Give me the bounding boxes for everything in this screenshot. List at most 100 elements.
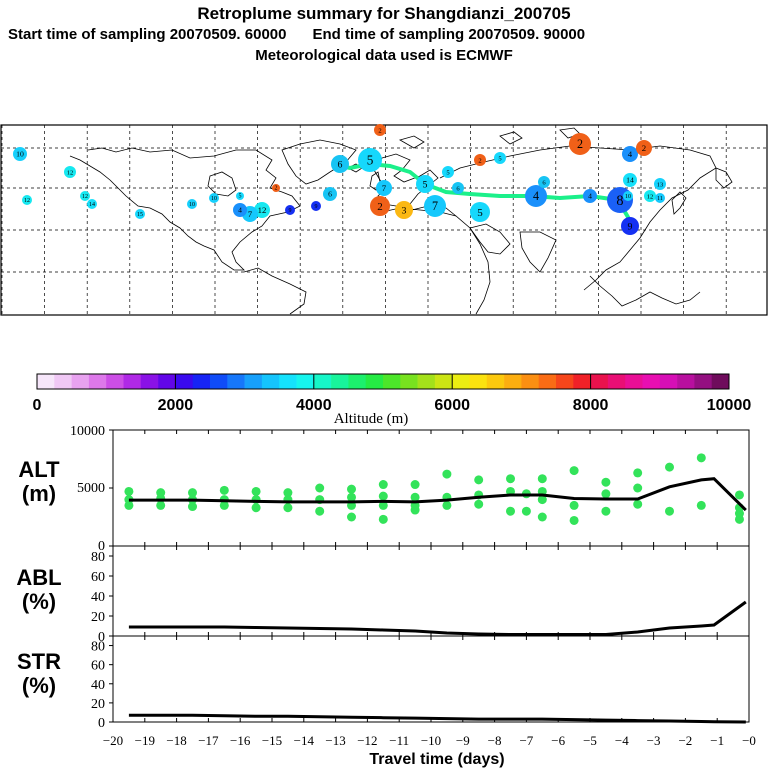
alt-data-point (124, 486, 134, 496)
met-data-label: Meteorological data used is ECMWF (255, 47, 513, 64)
map-marker-dot (135, 209, 145, 219)
str-panel-frame (112, 635, 750, 723)
colorbar-swatch (694, 374, 712, 389)
colorbar-swatch (417, 374, 436, 389)
map-marker: 14 (623, 173, 637, 187)
colorbar-tick-label: 10000 (707, 397, 752, 414)
alt-data-point (537, 512, 547, 522)
colorbar-tick-label: 4000 (296, 397, 332, 414)
x-tick-label: −4 (615, 733, 629, 748)
colorbar-swatch (521, 374, 539, 389)
alt-data-point (283, 503, 293, 513)
alt-data-point (188, 502, 197, 512)
alt-data-point (251, 486, 261, 496)
map-marker-label: 15 (137, 212, 143, 218)
colorbar-swatch (711, 374, 730, 389)
map-marker: 10 (209, 193, 219, 203)
colorbar-swatch (261, 374, 280, 389)
colorbar-swatch (175, 374, 193, 389)
colorbar-swatch (469, 374, 488, 389)
x-tick-label: −8 (488, 733, 502, 748)
alt-data-point (315, 506, 325, 516)
x-tick-label: −18 (166, 733, 186, 748)
alt-data-point (347, 512, 356, 522)
x-tick-label: −14 (294, 733, 315, 748)
map-frame (0, 124, 768, 316)
map-marker-label: 4 (628, 149, 633, 159)
alt-data-point (601, 506, 611, 516)
map-marker: 5 (358, 148, 382, 172)
map-marker-dot (623, 191, 633, 201)
map-marker-label: 8 (616, 193, 623, 209)
map-marker: 5 (442, 166, 454, 178)
coast-north-america (69, 147, 301, 271)
map-marker-label: 12 (258, 205, 267, 215)
map-marker-label: 4 (533, 189, 539, 203)
alt-ylabel-line1: ALT (18, 457, 60, 482)
abl-y-tick-label: 80 (91, 550, 105, 565)
map-marker: 3 (395, 201, 413, 219)
map-marker-label: 5 (498, 155, 502, 162)
x-axis-ticks: −20 −19 −18 −17 −16 −15 −14 −13 −12 −11 −10 −9 −8 −7 −… (103, 733, 756, 748)
x-tick-label: −13 (325, 733, 345, 748)
map-marker-label: 2 (577, 137, 583, 151)
map-marker-label: 13 (657, 181, 664, 188)
chart-title: Retroplume summary for Shangdianzi_20070… (197, 4, 571, 23)
map-marker: 2 (474, 154, 486, 166)
alt-data-point (696, 453, 706, 463)
map-marker-label: 2 (377, 201, 383, 213)
alt-data-point (734, 490, 744, 500)
colorbar-tick-label: 2000 (158, 397, 194, 414)
alt-data-point (521, 506, 531, 516)
map-marker-dot (538, 176, 550, 188)
alt-data-point (569, 500, 579, 510)
x-tick-label: −11 (389, 733, 409, 748)
map-marker-label: 10 (189, 202, 195, 208)
map-marker-dot (87, 199, 97, 209)
alt-y-tick-label: 0 (98, 539, 105, 554)
map-marker-dot (424, 195, 446, 217)
map-marker: 4 (525, 185, 547, 207)
map-marker-label: 10 (211, 196, 217, 202)
map-marker-label: 5 (239, 194, 242, 200)
colorbar-swatch (365, 374, 384, 389)
colorbar-swatch (348, 374, 366, 389)
map-marker-dot (376, 180, 392, 196)
colorbar-swatch (607, 374, 626, 389)
map-marker-label: 12 (82, 194, 88, 200)
map-marker-label: 6 (542, 179, 546, 186)
coast-japan (671, 191, 687, 215)
map-marker-dot (358, 148, 382, 172)
str-y-tick-label: 40 (91, 678, 105, 693)
colorbar-tick-label: 8000 (573, 397, 609, 414)
alt-data-point (601, 477, 611, 487)
alt-panel: 10000 5000 0 (70, 424, 750, 554)
map-marker-label: 9 (289, 208, 292, 214)
map-marker: 5 (494, 152, 506, 164)
map-marker-dot (13, 147, 27, 161)
map-marker: 15 (135, 209, 145, 219)
colorbar-swatch (331, 374, 349, 389)
map-marker-dot (285, 205, 295, 215)
alt-data-point (537, 495, 547, 505)
map-marker-dot (374, 124, 386, 136)
coast-india (519, 231, 557, 273)
alt-data-point (347, 484, 356, 494)
map-marker-dot (494, 152, 506, 164)
map-marker-dot (209, 193, 219, 203)
alt-data-point (696, 500, 706, 510)
map-marker: 5 (470, 202, 490, 222)
map-marker-label: 7 (432, 199, 438, 213)
map-marker: 4 (233, 203, 247, 217)
map-marker-label: 6 (456, 185, 460, 192)
colorbar-swatch (210, 374, 228, 389)
map-marker: 7 (424, 195, 446, 217)
map-marker: 6 (538, 176, 550, 188)
abl-panel-frame (112, 545, 750, 637)
alt-data-point (378, 480, 388, 490)
map-marker: 11 (655, 193, 665, 203)
altitude-colorbar: 0 2000 4000 6000 8000 10000 (33, 373, 752, 414)
map-marker-label: 6 (328, 190, 332, 199)
alt-data-point (633, 499, 643, 509)
